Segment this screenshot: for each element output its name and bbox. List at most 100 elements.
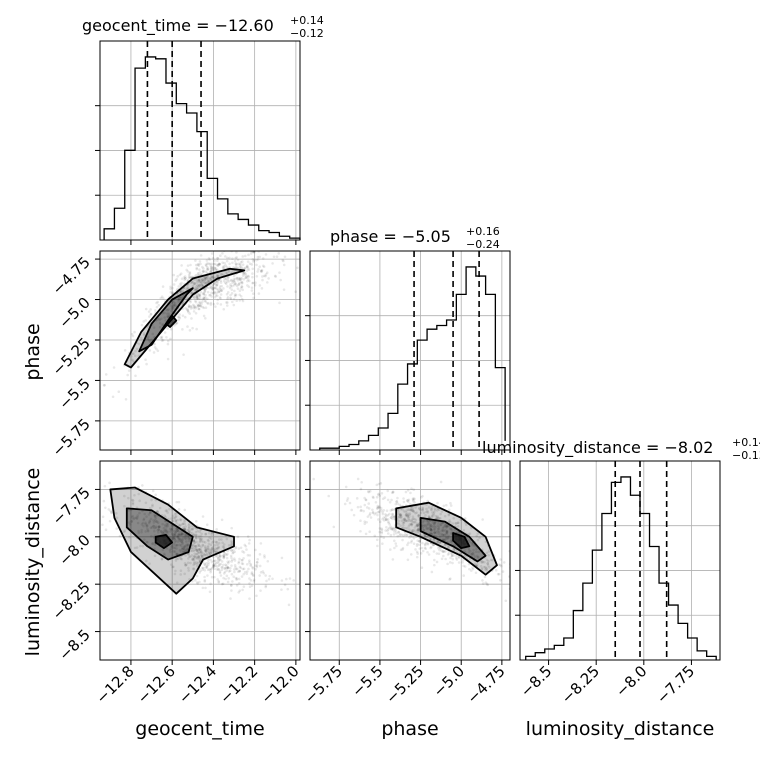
scatter-20-point-833 bbox=[190, 531, 194, 535]
scatter-10-point-786 bbox=[264, 253, 268, 256]
scatter-10-point-831 bbox=[231, 261, 234, 265]
scatter-10-point-278 bbox=[204, 300, 208, 303]
scatter-20-point-441 bbox=[146, 524, 149, 528]
scatter-20-point-105 bbox=[152, 524, 156, 528]
scatter-20-point-321 bbox=[155, 509, 159, 513]
scatter-10-point-799 bbox=[241, 263, 245, 266]
scatter-20-point-301 bbox=[141, 521, 145, 525]
scatter-10-point-222 bbox=[258, 255, 262, 259]
scatter-21-point-294 bbox=[434, 514, 438, 518]
scatter-20-point-1 bbox=[194, 533, 198, 537]
scatter-20-point-36 bbox=[195, 534, 198, 537]
scatter-20-point-345 bbox=[162, 531, 166, 535]
scatter-20-point-449 bbox=[268, 574, 272, 578]
scatter-20-point-39 bbox=[156, 529, 159, 532]
scatter-21-point-310 bbox=[446, 562, 449, 566]
scatter-21-point-191 bbox=[402, 500, 406, 504]
scatter-10-point-722 bbox=[217, 290, 221, 294]
scatter-20-point-344 bbox=[181, 538, 185, 542]
scatter-21-point-204 bbox=[413, 520, 417, 524]
scatter-20-point-66 bbox=[245, 562, 249, 566]
scatter-10-point-675 bbox=[216, 274, 220, 278]
scatter-21-point-442 bbox=[471, 566, 474, 569]
scatter-10-point-266 bbox=[214, 267, 218, 271]
scatter-20-point-608 bbox=[157, 525, 161, 528]
scatter-20-point-630 bbox=[191, 558, 194, 561]
scatter-10-point-221 bbox=[257, 292, 261, 295]
hist-0-frame bbox=[99, 40, 301, 241]
scatter-21-point-6 bbox=[397, 515, 400, 519]
scatter-20-density-1 bbox=[126, 508, 193, 560]
scatter-21-point-573 bbox=[441, 528, 445, 532]
scatter-10-point-423 bbox=[209, 303, 213, 306]
scatter-21-point-656 bbox=[429, 538, 433, 541]
scatter-21-point-772 bbox=[381, 512, 385, 516]
scatter-10-point-854 bbox=[171, 291, 174, 295]
scatter-10-point-876 bbox=[202, 292, 206, 295]
scatter-21-point-225 bbox=[491, 558, 494, 562]
scatter-10-point-764 bbox=[247, 285, 251, 289]
phase-yticklabel-3: −5.5 bbox=[55, 375, 93, 413]
scatter-20-point-414 bbox=[171, 544, 174, 548]
scatter-20-point-195 bbox=[183, 572, 186, 576]
scatter-20-point-479 bbox=[161, 522, 164, 526]
scatter-20-point-705 bbox=[196, 557, 199, 560]
scatter-20-point-540 bbox=[187, 522, 191, 526]
scatter-10-point-525 bbox=[230, 300, 234, 304]
scatter-10-point-174 bbox=[203, 276, 207, 280]
scatter-20-point-552 bbox=[217, 560, 220, 563]
scatter-21-point-512 bbox=[413, 497, 416, 501]
scatter-10-point-637 bbox=[188, 275, 191, 278]
scatter-20-point-300 bbox=[140, 528, 143, 532]
scatter-20-point-382 bbox=[230, 560, 234, 563]
scatter-21-point-455 bbox=[429, 527, 433, 531]
scatter-20-point-252 bbox=[164, 528, 168, 531]
scatter-20-point-222 bbox=[149, 526, 153, 530]
scatter-10-point-833 bbox=[209, 265, 213, 269]
scatter-10-point-424 bbox=[167, 314, 171, 318]
scatter-10-point-592 bbox=[204, 280, 207, 283]
scatter-10-point-741 bbox=[236, 258, 240, 262]
scatter-10-point-779 bbox=[189, 291, 193, 295]
scatter-10-point-522 bbox=[182, 353, 185, 356]
scatter-10-point-609 bbox=[170, 307, 174, 310]
scatter-20-point-851 bbox=[177, 532, 181, 536]
scatter-20-point-237 bbox=[259, 571, 263, 574]
scatter-21-point-230 bbox=[470, 552, 474, 556]
scatter-10-point-866 bbox=[169, 285, 172, 289]
scatter-21-point-226 bbox=[461, 558, 465, 562]
scatter-10-point-148 bbox=[206, 276, 210, 279]
scatter-21-point-454 bbox=[368, 489, 372, 493]
scatter-20-point-838 bbox=[175, 527, 178, 531]
scatter-10-point-894 bbox=[172, 283, 176, 286]
scatter-10-point-63 bbox=[233, 277, 237, 281]
scatter-21-point-174 bbox=[437, 527, 441, 531]
scatter-10-point-393 bbox=[241, 255, 245, 258]
scatter-10-point-884 bbox=[187, 304, 191, 307]
scatter-10-point-826 bbox=[161, 323, 165, 326]
scatter-20-point-13 bbox=[181, 541, 184, 544]
scatter-20-point-316 bbox=[191, 549, 194, 553]
scatter-10-point-199 bbox=[181, 289, 185, 292]
scatter-20-point-832 bbox=[172, 542, 176, 546]
scatter-10-point-576 bbox=[219, 293, 223, 296]
scatter-20-point-138 bbox=[213, 562, 216, 565]
scatter-10-point-105 bbox=[219, 297, 222, 300]
scatter-21-point-680 bbox=[422, 528, 425, 532]
scatter-10-point-634 bbox=[199, 280, 203, 283]
scatter-10-point-502 bbox=[156, 349, 160, 353]
scatter-10-point-643 bbox=[218, 285, 222, 288]
scatter-20-point-602 bbox=[192, 567, 195, 571]
scatter-21-point-841 bbox=[423, 533, 426, 537]
scatter-21-point-326 bbox=[374, 511, 378, 515]
scatter-10-point-289 bbox=[169, 337, 172, 341]
scatter-10-point-615 bbox=[190, 291, 194, 295]
scatter-20-point-687 bbox=[262, 571, 266, 575]
scatter-10-point-661 bbox=[196, 286, 199, 290]
scatter-20-point-151 bbox=[174, 559, 178, 562]
scatter-10-point-354 bbox=[233, 283, 236, 287]
scatter-20-point-735 bbox=[145, 525, 148, 528]
scatter-10-point-860 bbox=[194, 299, 197, 303]
scatter-21-point-100 bbox=[414, 529, 417, 533]
scatter-10-point-622 bbox=[220, 284, 223, 288]
